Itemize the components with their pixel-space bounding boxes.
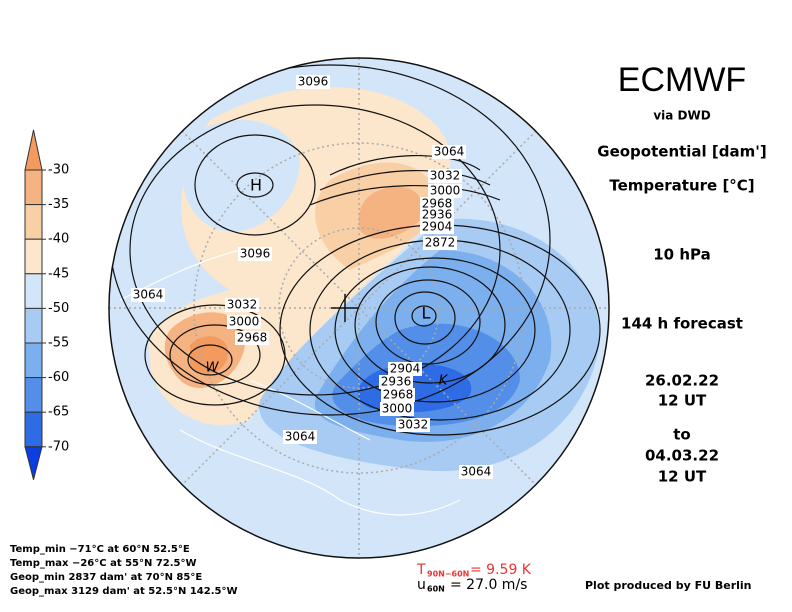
colorbar-label: -30 xyxy=(48,163,69,178)
colorbar-cell xyxy=(24,169,43,206)
colorbar-cell xyxy=(24,342,43,379)
u-value: = 27.0 m/s xyxy=(450,577,527,593)
source: via DWD xyxy=(653,109,710,123)
contour-label-bg xyxy=(459,465,493,479)
contour-label: 3064 xyxy=(461,465,492,479)
contour-label: 3000 xyxy=(229,315,260,329)
colorbar-cell xyxy=(24,307,43,344)
colorbar-label: -60 xyxy=(48,370,69,385)
contour-label: 3064 xyxy=(434,145,465,159)
colorbar-cell xyxy=(24,411,43,448)
contour-label: 2872 xyxy=(425,236,456,250)
contour-label: 2904 xyxy=(390,362,421,376)
contour-label-bg xyxy=(225,298,259,312)
valid-time: 12 UT xyxy=(658,468,707,486)
map xyxy=(109,58,609,558)
contour-label-bg xyxy=(388,362,422,376)
colorbar-cell xyxy=(24,238,43,275)
contour-label-bg xyxy=(432,145,466,159)
field-label: Temperature [°C] xyxy=(609,177,754,195)
u-sub: 60N xyxy=(427,585,445,594)
contour-label-bg xyxy=(428,169,462,183)
contour-label: 3064 xyxy=(133,288,164,302)
contour-label-bg xyxy=(381,388,415,402)
contour-label-bg xyxy=(235,331,269,345)
contour-label-bg xyxy=(423,236,457,250)
field-label: Geopotential [dam'] xyxy=(597,143,766,161)
contour-label-bg xyxy=(131,288,165,302)
contour-label-bg xyxy=(396,418,430,432)
contour-label: 3000 xyxy=(430,184,461,198)
colorbar-label: -70 xyxy=(48,439,69,454)
contour-label: 2904 xyxy=(422,220,453,234)
contour-label-bg xyxy=(283,430,317,444)
contour-label: 2936 xyxy=(381,375,412,389)
pressure-center: H xyxy=(250,176,262,195)
contour-label: 2968 xyxy=(422,197,453,211)
colorbar-arrow xyxy=(24,446,43,480)
stat-line: Temp_min −71°C at 60°N 52.5°E xyxy=(10,544,190,555)
level: 10 hPa xyxy=(653,246,711,264)
colorbar-label: -40 xyxy=(48,232,69,247)
colorbar-arrow xyxy=(24,129,43,171)
contour-label: 2968 xyxy=(383,388,414,402)
contour-label: 2936 xyxy=(422,208,453,222)
contour-label: 2968 xyxy=(237,331,268,345)
colorbar-cell xyxy=(24,204,43,240)
contour-label: 3032 xyxy=(430,169,461,183)
colorbar-cell xyxy=(24,377,43,413)
valid-date: 04.03.22 xyxy=(645,447,719,465)
init-time: 12 UT xyxy=(658,392,707,410)
t-sub: 90N−60N xyxy=(427,570,469,579)
stat-line: Geop_min 2837 dam' at 70°N 85°E xyxy=(10,572,202,583)
contour-label: 3064 xyxy=(285,430,316,444)
contour-label-bg xyxy=(296,75,330,89)
colorbar-label: -65 xyxy=(48,405,69,420)
contour-label-bg xyxy=(420,197,454,211)
contour-label: 3000 xyxy=(382,402,413,416)
footer: T 90N−60N = 9.59 K u 60N = 27.0 m/s Plot… xyxy=(416,562,752,594)
to: to xyxy=(673,426,690,444)
u-symbol: u xyxy=(417,577,426,593)
contour-label-bg xyxy=(238,247,272,261)
contour-label-bg xyxy=(227,315,261,329)
contour-label-bg xyxy=(428,184,462,198)
contour-label-bg xyxy=(380,402,414,416)
contour-label: 3032 xyxy=(227,298,258,312)
colorbar-label: -50 xyxy=(48,301,69,316)
contour-label: 3096 xyxy=(298,75,329,89)
t-symbol: T xyxy=(416,562,426,578)
contour-label: 3032 xyxy=(398,418,429,432)
stat-line: Geop_max 3129 dam' at 52.5°N 142.5°W xyxy=(10,586,238,597)
colorbar-label: -55 xyxy=(48,336,69,351)
init-date: 26.02.22 xyxy=(645,372,719,390)
stats: Temp_min −71°C at 60°N 52.5°E Temp_max −… xyxy=(10,544,238,597)
credit: Plot produced by FU Berlin xyxy=(585,579,752,592)
contour-label-bg xyxy=(420,208,454,222)
contour-label: 3096 xyxy=(240,247,271,261)
pressure-center: L xyxy=(422,304,431,323)
colorbar-cell xyxy=(24,273,43,309)
stat-line: Temp_max −26°C at 55°N 72.5°W xyxy=(10,558,197,569)
colorbar-label: -35 xyxy=(48,197,69,212)
contour-label-bg xyxy=(420,220,454,234)
t-value: = 9.59 K xyxy=(470,562,532,578)
forecast: 144 h forecast xyxy=(621,315,743,333)
map-border xyxy=(108,57,610,559)
contour-label-bg xyxy=(379,375,413,389)
wave-label: K xyxy=(439,374,449,389)
title: ECMWF xyxy=(618,61,746,99)
colorbar-label: -45 xyxy=(48,266,69,281)
wave-label: W xyxy=(206,361,220,376)
